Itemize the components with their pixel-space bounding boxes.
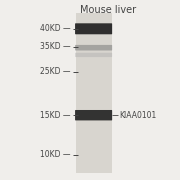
Text: 35KD —: 35KD — bbox=[40, 42, 70, 51]
Text: KIAA0101: KIAA0101 bbox=[119, 111, 156, 120]
FancyBboxPatch shape bbox=[75, 53, 112, 57]
Text: 10KD —: 10KD — bbox=[40, 150, 70, 159]
FancyBboxPatch shape bbox=[75, 23, 112, 34]
Bar bbox=[76, 13, 112, 173]
FancyBboxPatch shape bbox=[75, 110, 112, 120]
FancyBboxPatch shape bbox=[75, 45, 112, 50]
Text: Mouse liver: Mouse liver bbox=[80, 5, 136, 15]
Text: 15KD —: 15KD — bbox=[40, 111, 70, 120]
Text: 40KD —: 40KD — bbox=[40, 24, 70, 33]
Text: 25KD —: 25KD — bbox=[40, 68, 70, 76]
